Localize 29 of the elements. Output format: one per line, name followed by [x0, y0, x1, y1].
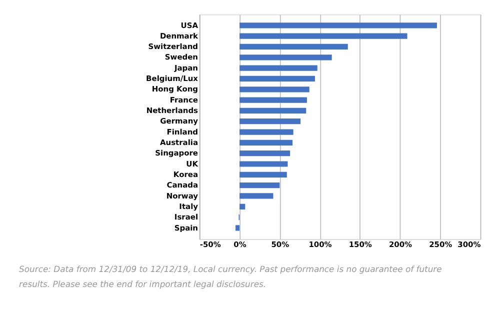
y-tick-label: Canada [166, 180, 198, 190]
x-tick-label: -50% [200, 240, 222, 249]
y-tick-label: Sweden [164, 52, 198, 62]
y-tick-label: Belgium/Lux [146, 74, 198, 84]
y-tick-label: Spain [174, 223, 198, 232]
y-tick-label: Japan [173, 63, 198, 72]
y-tick-label: Norway [166, 191, 198, 200]
x-tick-label: 0% [234, 240, 247, 249]
y-tick-label: Singapore [155, 148, 198, 158]
y-tick-label: Germany [160, 116, 198, 126]
x-tick-label: 300% [458, 240, 482, 249]
y-tick-label: UK [186, 159, 200, 168]
y-tick-label: Netherlands [146, 106, 199, 116]
y-tick-label: Italy [179, 202, 198, 211]
x-tick-label: 100% [308, 240, 332, 249]
source-note: Source: Data from 12/31/09 to 12/12/19, Local currency. Past performance is no guarantee of future results. Please see the end for important legal disclosures. [19, 264, 442, 289]
x-tick-label: 150% [348, 240, 372, 249]
y-tick-label: France [170, 95, 198, 104]
x-tick-label: 200% [388, 240, 413, 249]
y-tick-label: Israel [174, 212, 198, 222]
y-tick-label: Switzerland [148, 42, 198, 52]
y-tick-label: Hong Kong [152, 84, 198, 94]
y-tick-label: Australia [160, 138, 198, 148]
x-tick-label: 50% [271, 240, 290, 249]
y-tick-label: Denmark [160, 31, 200, 40]
y-tick-label: USA [180, 20, 198, 30]
y-tick-label: Finland [166, 127, 198, 136]
y-tick-label: Korea [173, 170, 198, 179]
x-tick-label: 250% [429, 240, 453, 249]
